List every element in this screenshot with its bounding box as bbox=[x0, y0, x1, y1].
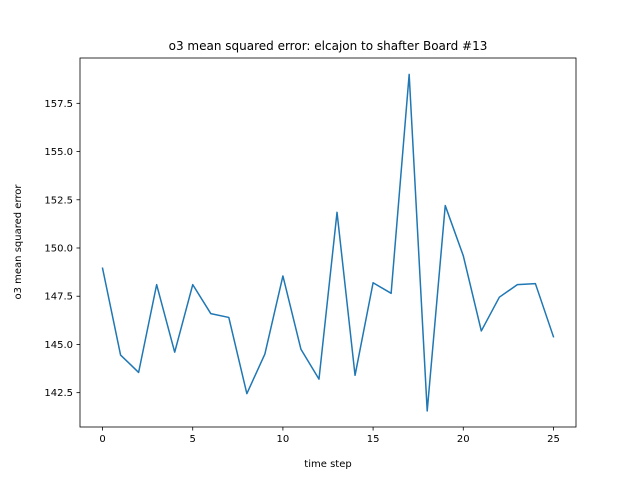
y-tick-label: 157.5 bbox=[44, 99, 73, 110]
y-tick-label: 145.0 bbox=[44, 340, 73, 351]
y-tick-label: 147.5 bbox=[44, 292, 73, 303]
x-tick-label: 25 bbox=[547, 434, 560, 445]
x-tick-label: 10 bbox=[277, 434, 290, 445]
x-axis-label: time step bbox=[304, 459, 351, 470]
plot-area: 0 5 10 15 20 25 142.5 145.0 147.5 150.0 152.5 155.0… bbox=[44, 57, 577, 445]
x-tick-label: 5 bbox=[190, 434, 196, 445]
axes-frame bbox=[79, 57, 577, 428]
x-tick-label: 20 bbox=[457, 434, 470, 445]
x-tick-label: 0 bbox=[99, 434, 105, 445]
y-axis-label: o3 mean squared error bbox=[13, 184, 24, 300]
y-tick-label: 152.5 bbox=[44, 195, 73, 206]
y-tick-label: 142.5 bbox=[44, 388, 73, 399]
x-tick-label: 15 bbox=[367, 434, 380, 445]
y-tick-label: 150.0 bbox=[44, 243, 73, 254]
chart-title: o3 mean squared error: elcajon to shafte… bbox=[169, 39, 488, 53]
series-line-0 bbox=[101, 73, 555, 412]
y-tick-label: 155.0 bbox=[44, 147, 73, 158]
